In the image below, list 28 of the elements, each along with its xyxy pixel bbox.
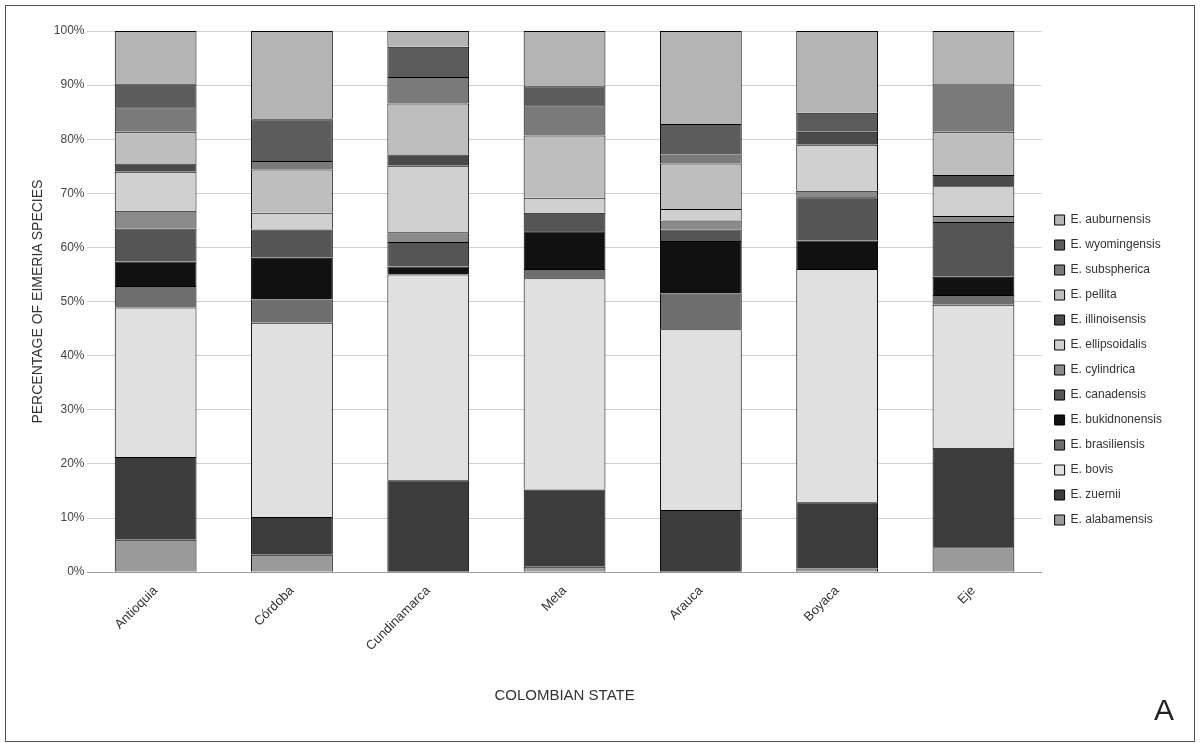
y-tick-label: 50% [60,293,85,308]
legend-label: E. brasiliensis [1070,437,1145,452]
y-tick-label: 60% [60,239,85,254]
y-tick-label: 100% [53,23,85,38]
legend-label: E. canadensis [1070,387,1146,402]
legend-label: E. illinoisensis [1070,312,1146,327]
legend-label: E. subspherica [1070,262,1151,277]
legend-label: E. pellita [1070,287,1117,302]
legend-label: E. zuernii [1070,487,1121,502]
y-tick-label: 30% [60,402,85,417]
legend-label: E. bovis [1070,462,1114,477]
y-tick-label: 90% [60,77,85,92]
legend-label: E. cylindrica [1070,362,1136,377]
y-axis-title: PERCENTAGE OF EIMERIA SPECIES [29,179,46,424]
y-tick-label: 10% [60,510,85,525]
y-tick-label: 70% [60,185,85,200]
y-tick-label: 0% [67,564,85,579]
y-tick-label: 80% [60,131,85,146]
legend-label: E. ellipsoidalis [1070,337,1147,352]
x-axis-title: COLOMBIAN STATE [494,686,635,704]
x-tick-label: Eje [954,582,979,607]
legend-label: E. alabamensis [1070,512,1153,527]
legend-label: E. bukidnonensis [1070,412,1163,427]
legend-label: E. auburnensis [1070,212,1151,227]
y-tick-label: 20% [60,456,85,471]
y-tick-label: 40% [60,348,85,363]
text: A [1153,693,1174,727]
legend-label: E. wyomingensis [1070,237,1161,252]
